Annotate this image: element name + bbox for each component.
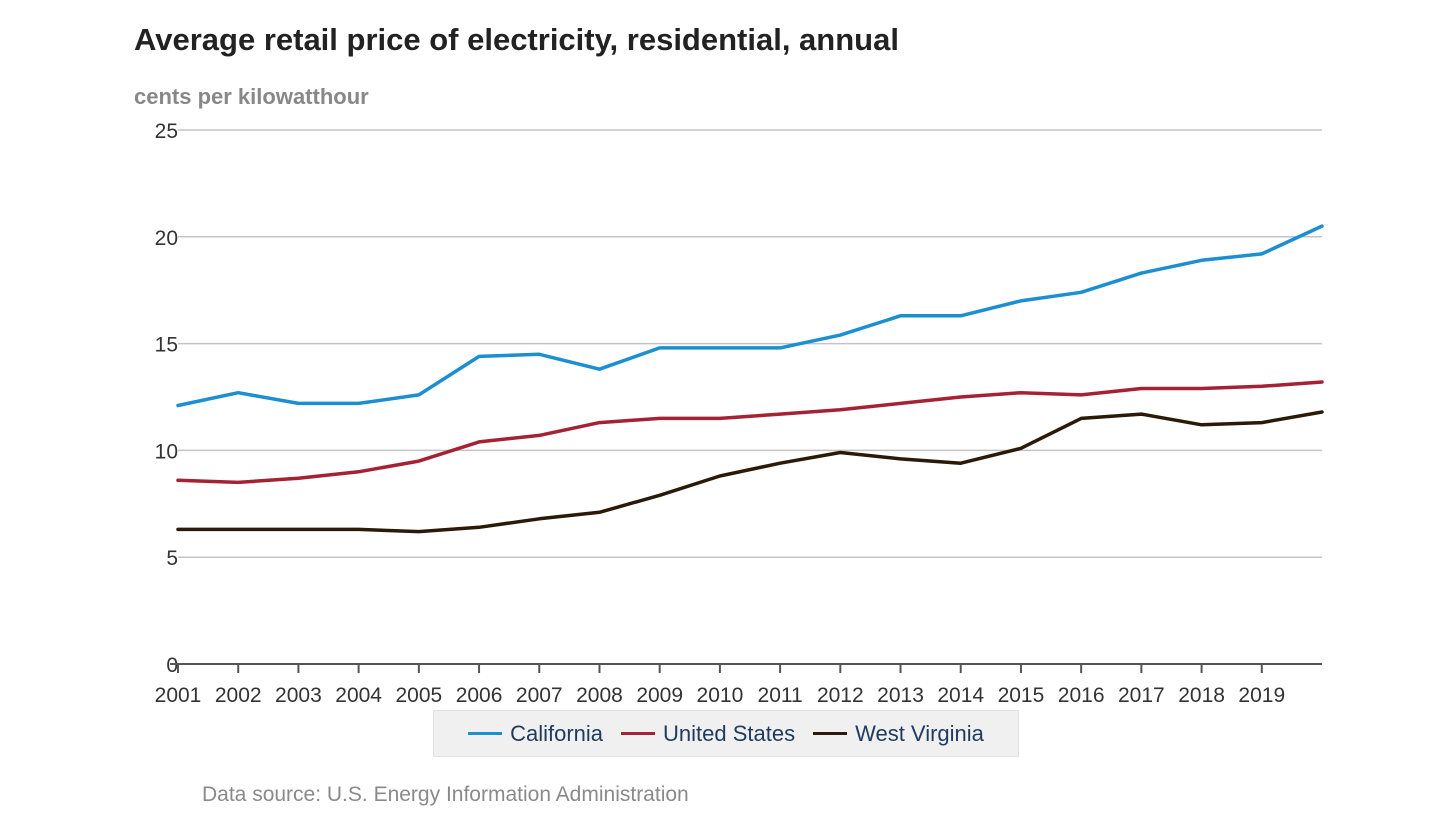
data-source-note: Data source: U.S. Energy Information Adm… xyxy=(202,783,689,806)
chart-subtitle: cents per kilowatthour xyxy=(134,84,369,109)
x-tick-label-2017: 2017 xyxy=(1118,684,1165,707)
x-tick-label-2016: 2016 xyxy=(1058,684,1105,707)
x-tick-label-2007: 2007 xyxy=(516,684,563,707)
x-tick-label-2018: 2018 xyxy=(1178,684,1225,707)
x-tick-label-2019: 2019 xyxy=(1238,684,1285,707)
x-tick-label-2005: 2005 xyxy=(395,684,442,707)
x-tick-label-2004: 2004 xyxy=(335,684,382,707)
x-tick-label-2006: 2006 xyxy=(456,684,503,707)
series-line-west-virginia xyxy=(176,410,1324,534)
y-tick-label-5: 5 xyxy=(166,547,178,570)
x-tick-label-2009: 2009 xyxy=(636,684,683,707)
chart-legend: California United States West Virginia xyxy=(433,710,1019,757)
x-tick-label-2008: 2008 xyxy=(576,684,623,707)
x-tick-label-2013: 2013 xyxy=(877,684,924,707)
legend-item-west-virginia[interactable]: West Virginia xyxy=(813,721,984,747)
legend-item-california[interactable]: California xyxy=(468,721,603,747)
x-tick-label-2014: 2014 xyxy=(937,684,984,707)
y-tick-label-20: 20 xyxy=(155,227,178,250)
legend-label-west-virginia: West Virginia xyxy=(855,720,984,746)
legend-label-united-states: United States xyxy=(663,720,796,746)
legend-swatch-california xyxy=(468,732,503,735)
y-tick-label-25: 25 xyxy=(155,120,178,143)
legend-label-california: California xyxy=(510,720,604,746)
series-line-california xyxy=(176,224,1324,408)
y-tick-label-15: 15 xyxy=(155,334,178,357)
x-tick-label-2010: 2010 xyxy=(697,684,744,707)
x-tick-label-2015: 2015 xyxy=(998,684,1045,707)
series-line-united-states xyxy=(176,380,1324,485)
legend-swatch-united-states xyxy=(621,732,656,735)
x-tick-label-2002: 2002 xyxy=(215,684,262,707)
legend-swatch-west-virginia xyxy=(813,732,848,735)
x-tick-label-2011: 2011 xyxy=(758,684,803,707)
chart-title: Average retail price of electricity, res… xyxy=(134,22,899,57)
legend-item-united-states[interactable]: United States xyxy=(621,721,795,747)
x-tick-label-2001: 2001 xyxy=(155,684,202,707)
y-tick-label-10: 10 xyxy=(155,440,178,463)
x-tick-label-2003: 2003 xyxy=(275,684,322,707)
x-tick-label-2012: 2012 xyxy=(817,684,864,707)
y-tick-label-0: 0 xyxy=(166,654,178,677)
